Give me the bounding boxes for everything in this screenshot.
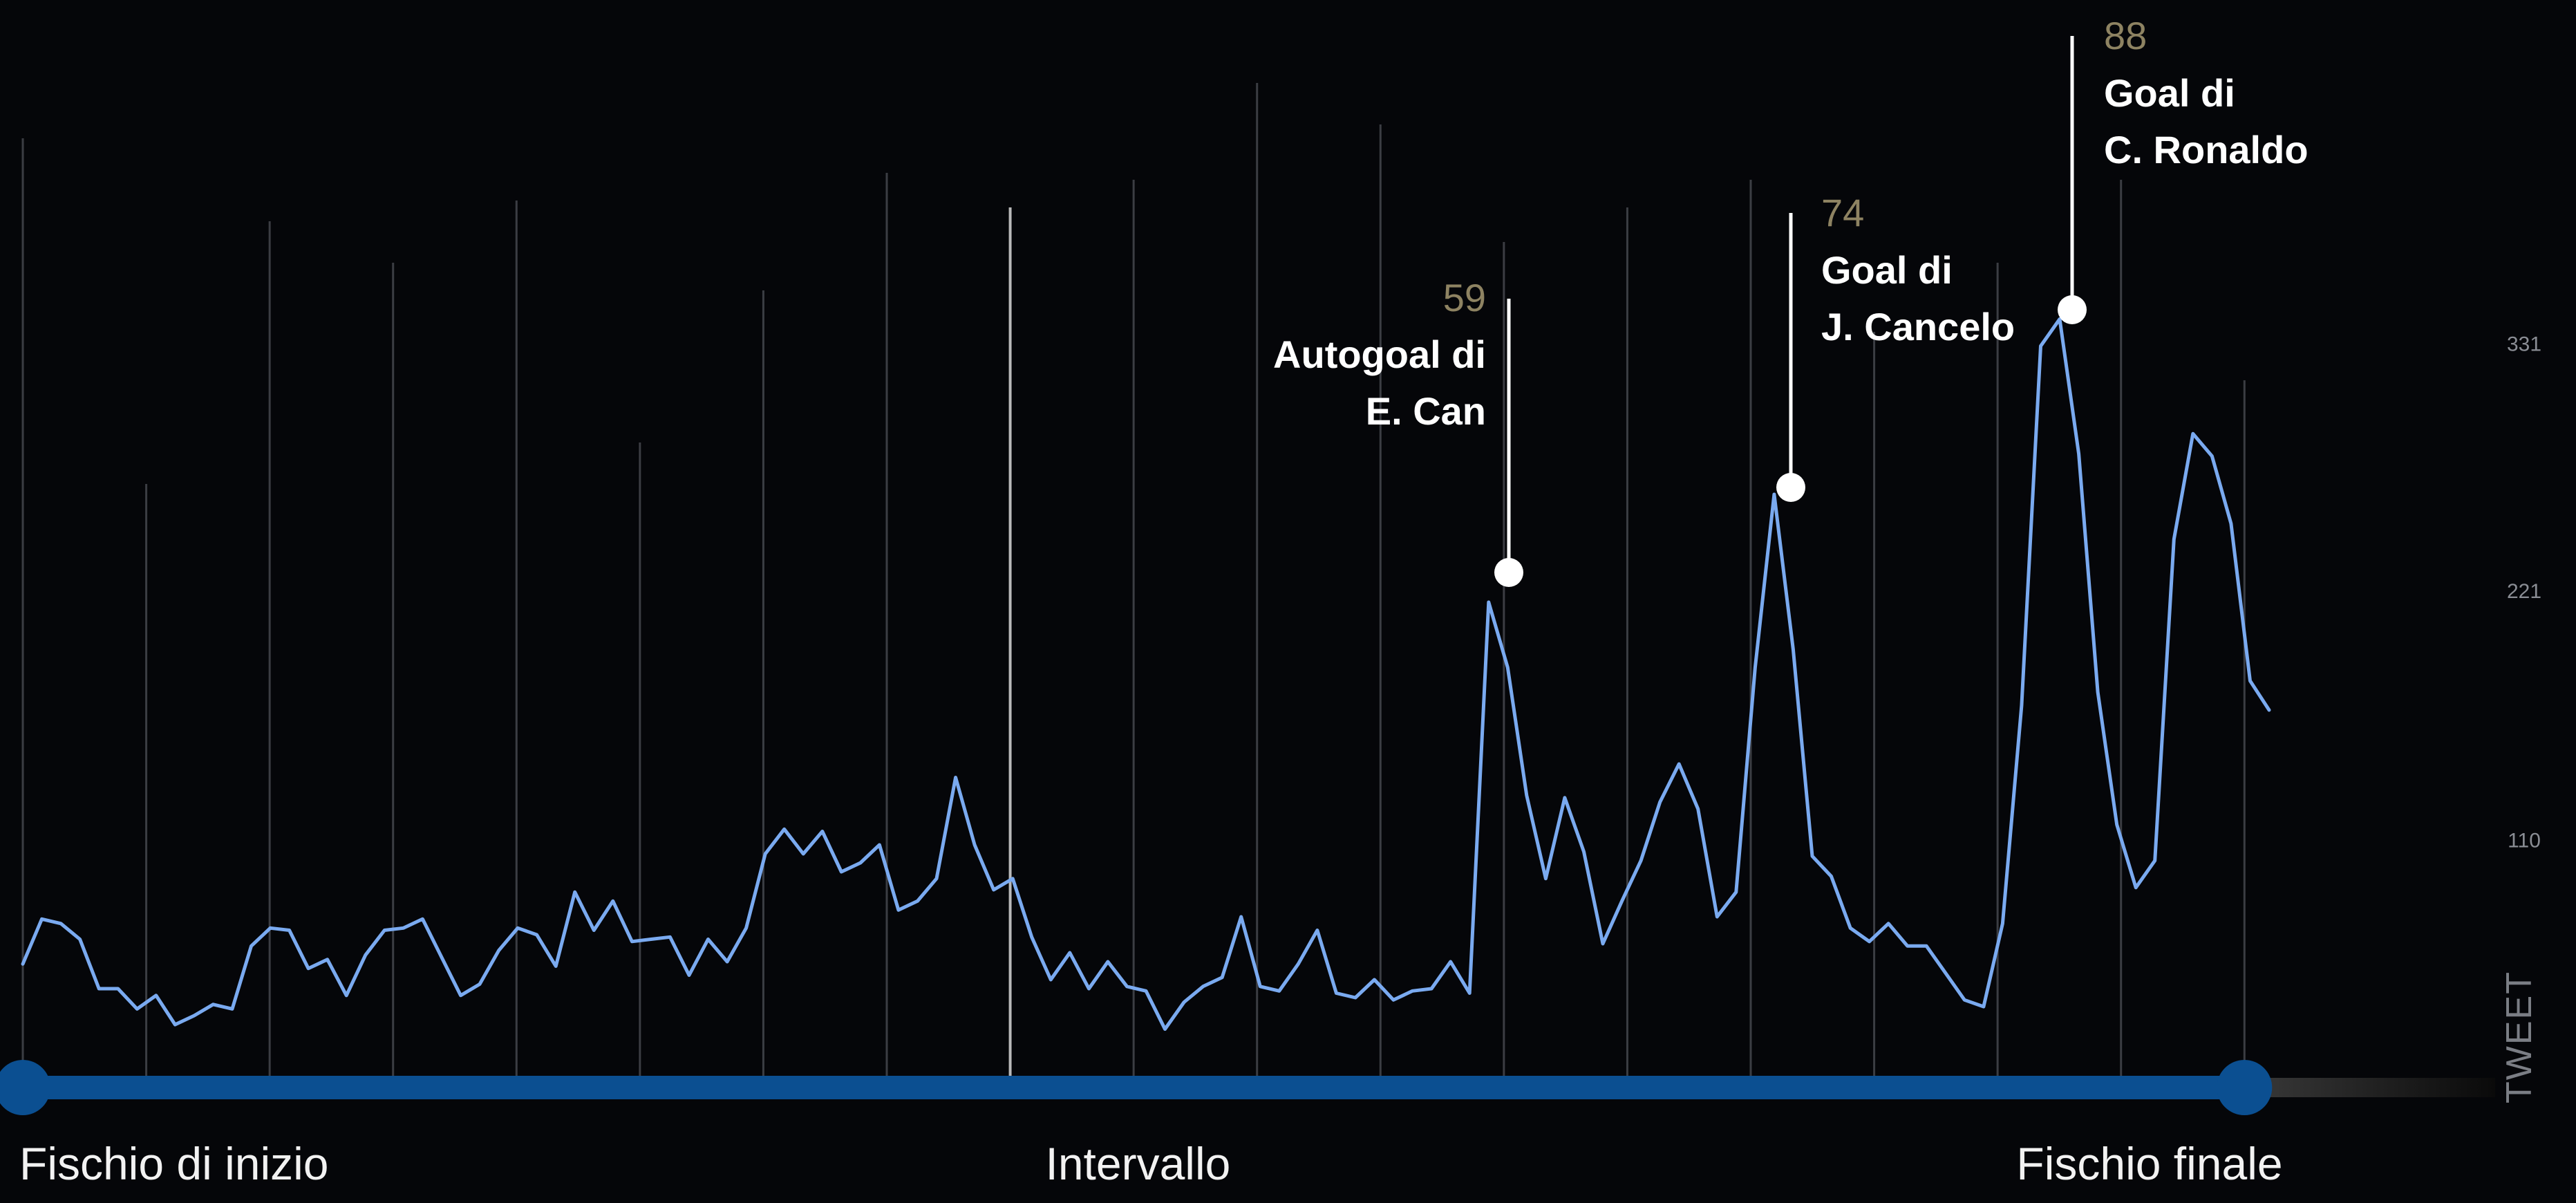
annotation-minute: 59 [1443, 276, 1486, 319]
final-whistle-label: Fischio finale [2016, 1138, 2282, 1189]
annotation-dot [1776, 473, 1805, 502]
y-tick-label: 110 [2508, 830, 2541, 852]
annotation-event-line1: Goal di [2104, 71, 2235, 115]
y-axis-label: TWEET [2499, 971, 2539, 1103]
kickoff-label: Fischio di inizio [19, 1138, 329, 1189]
halftime-label: Intervallo [1046, 1138, 1231, 1189]
goal-annotation: 59 Autogoal di E. Can [1273, 276, 1523, 587]
y-tick-label: 331 [2507, 333, 2541, 355]
y-tick-label: 221 [2507, 580, 2541, 603]
annotation-event-line1: Autogoal di [1273, 333, 1486, 376]
annotation-event-line1: Goal di [1821, 248, 1953, 292]
annotation-dot [2058, 295, 2087, 324]
final-whistle-marker [2217, 1060, 2273, 1115]
annotation-minute: 88 [2104, 14, 2147, 57]
y-axis-ticks: 110 221 331 [2507, 333, 2541, 852]
goal-annotation: 74 Goal di J. Cancelo [1776, 191, 2015, 502]
annotation-event-line2: C. Ronaldo [2104, 128, 2309, 171]
annotation-dot [1494, 558, 1523, 587]
goal-annotations: 59 Autogoal di E. Can 74 Goal di J. Cancelo 88… [1273, 14, 2309, 587]
match-timeline [0, 1060, 2495, 1115]
kickoff-marker [0, 1060, 50, 1115]
goal-annotation: 88 Goal di C. Ronaldo [2058, 14, 2309, 324]
annotation-minute: 74 [1821, 191, 1864, 234]
tweet-series-line [21, 317, 2271, 1031]
annotation-event-line2: E. Can [1366, 389, 1486, 433]
timeline-tail [2244, 1078, 2495, 1097]
minute-gridlines [21, 83, 2246, 1076]
annotation-event-line2: J. Cancelo [1821, 305, 2015, 348]
